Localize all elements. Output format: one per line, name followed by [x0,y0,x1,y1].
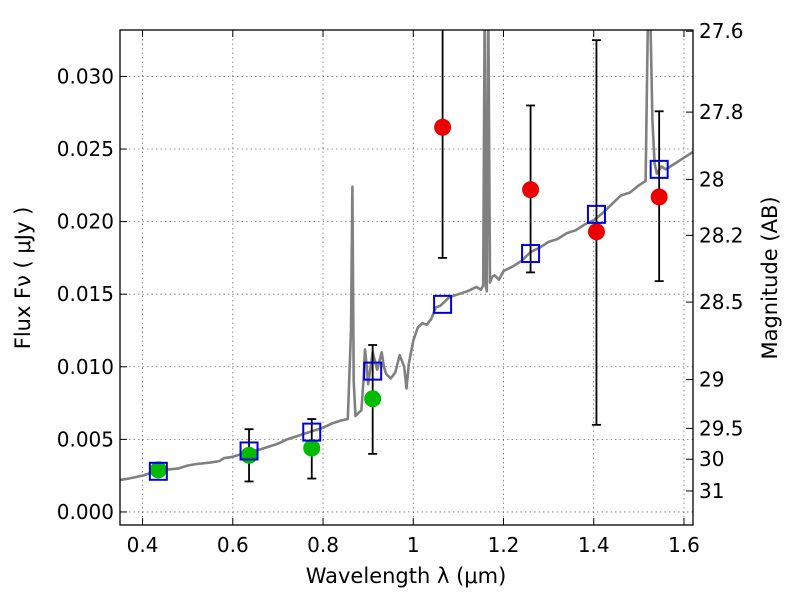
x-tick-label: 1.2 [488,533,520,557]
non-detection-point [434,118,452,136]
magnitude-tick-label: 27.6 [699,19,744,43]
detection-point [303,439,321,457]
model-photometry-square [239,441,259,461]
magnitude-tick-label: 27.8 [699,100,744,124]
model-photometry-square [521,244,541,264]
model-photometry-square [363,361,383,381]
axis-ticks: 0.4 0.6 0.8 1 1.2 1.4 1.6 0.000 0.005 0.010 0.015 0… [57,19,744,557]
detection-point [364,390,382,408]
x-tick-label: 1 [407,533,420,557]
detection-point [149,461,167,479]
y-axis-title-right: Magnitude (AB) [758,196,782,359]
x-tick-label: 1.6 [668,533,700,557]
y-tick-label: 0.005 [57,427,114,451]
magnitude-tick-label: 31 [699,479,724,503]
non-detection-point [522,181,540,199]
plot-data [120,30,693,483]
magnitude-tick-label: 30 [699,447,724,471]
x-tick-label: 0.4 [127,533,159,557]
y-tick-label: 0.030 [57,64,114,88]
x-tick-label: 0.8 [307,533,339,557]
model-photometry-square [148,461,168,481]
model-photometry-square [649,159,669,179]
x-tick-label: 0.6 [217,533,249,557]
model-photometry-square [302,422,322,442]
magnitude-tick-label: 29.5 [699,416,744,440]
y-tick-label: 0.025 [57,137,114,161]
y-tick-label: 0.015 [57,282,114,306]
plot-background [120,30,693,525]
model-photometry-square [586,204,606,224]
y-tick-label: 0.000 [57,500,114,524]
y-tick-label: 0.020 [57,210,114,234]
detection-point [240,446,258,464]
magnitude-tick-label: 28.5 [699,290,744,314]
x-axis-title: Wavelength λ (μm) [306,564,507,588]
model-photometry-square [433,294,453,314]
non-detection-point [650,188,668,206]
non-detection-point [587,223,605,241]
y-tick-label: 0.010 [57,355,114,379]
plot-frame [119,29,694,526]
magnitude-tick-label: 29 [699,368,724,392]
magnitude-tick-label: 28.2 [699,223,744,247]
x-tick-label: 1.4 [578,533,610,557]
magnitude-tick-label: 28 [699,167,724,191]
y-axis-title-left: Flux Fν ( μJy ) [11,207,35,350]
grid [120,30,693,525]
